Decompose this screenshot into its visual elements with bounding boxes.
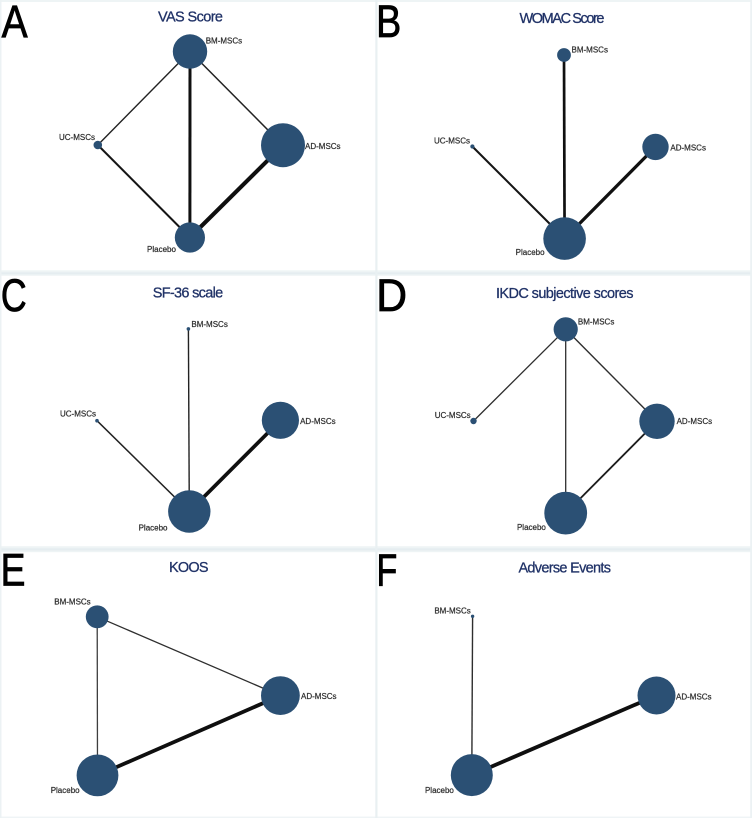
svg-text:Placebo: Placebo [147, 245, 176, 254]
svg-text:AD-MSCs: AD-MSCs [300, 417, 336, 426]
svg-text:UC-MSCs: UC-MSCs [434, 136, 470, 145]
svg-text:VAS Score: VAS Score [158, 10, 223, 26]
svg-text:Placebo: Placebo [139, 524, 168, 533]
svg-text:BM-MSCs: BM-MSCs [434, 607, 470, 616]
svg-text:AD-MSCs: AD-MSCs [677, 417, 713, 426]
svg-text:Placebo: Placebo [516, 248, 545, 257]
svg-text:BM-MSCs: BM-MSCs [191, 320, 227, 329]
svg-text:IKDC subjective scores: IKDC subjective scores [496, 286, 634, 302]
svg-text:AD-MSCs: AD-MSCs [305, 142, 341, 151]
svg-text:Adverse Events: Adverse Events [518, 561, 611, 577]
svg-text:BM-MSCs: BM-MSCs [578, 318, 614, 327]
svg-text:AD-MSCs: AD-MSCs [670, 144, 706, 153]
svg-text:Placebo: Placebo [517, 523, 546, 532]
svg-text:F: F [377, 545, 398, 596]
svg-text:BM-MSCs: BM-MSCs [206, 36, 242, 45]
svg-text:WOMAC Score: WOMAC Score [520, 11, 605, 27]
svg-text:UC-MSCs: UC-MSCs [435, 411, 471, 420]
svg-text:A: A [2, 0, 28, 47]
svg-text:SF-36 scale: SF-36 scale [153, 286, 223, 302]
svg-text:BM-MSCs: BM-MSCs [54, 597, 90, 606]
svg-text:UC-MSCs: UC-MSCs [59, 133, 95, 142]
svg-text:KOOS: KOOS [169, 560, 209, 576]
svg-text:B: B [376, 0, 401, 47]
svg-text:C: C [1, 270, 27, 321]
svg-text:AD-MSCs: AD-MSCs [676, 693, 712, 702]
svg-text:BM-MSCs: BM-MSCs [572, 45, 608, 54]
svg-text:D: D [376, 270, 407, 321]
svg-text:E: E [1, 545, 26, 596]
svg-text:Placebo: Placebo [51, 786, 80, 795]
svg-text:AD-MSCs: AD-MSCs [301, 692, 337, 701]
svg-text:Placebo: Placebo [425, 786, 454, 795]
svg-text:UC-MSCs: UC-MSCs [60, 410, 96, 419]
